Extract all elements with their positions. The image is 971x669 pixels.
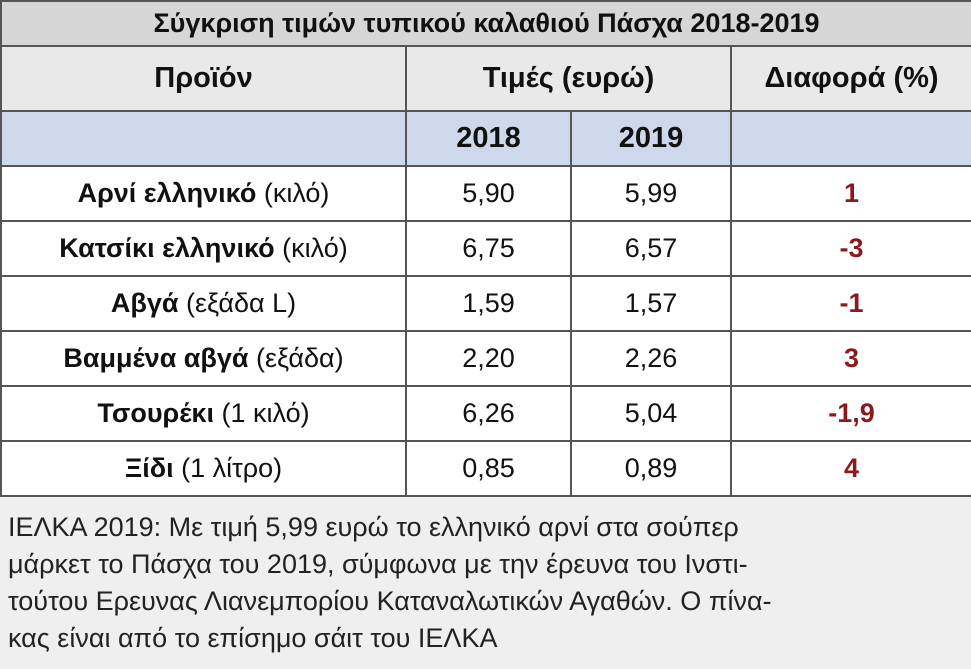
price-table: Σύγκριση τιμών τυπικού καλαθιού Πάσχα 20…: [0, 0, 971, 497]
diff-cell: -1,9: [730, 385, 971, 442]
subheader-row: 2018 2019: [0, 110, 971, 167]
data-row: Αβγά (εξάδα L) 1,59 1,57 -1: [0, 275, 971, 332]
product-unit: (1 κιλό): [221, 398, 310, 428]
price-2019: 1,57: [570, 275, 732, 332]
table-body: Σύγκριση τιμών τυπικού καλαθιού Πάσχα 20…: [0, 0, 971, 497]
price-2019: 0,89: [570, 440, 732, 497]
price-2019: 6,57: [570, 220, 732, 277]
data-row: Κατσίκι ελληνικό (κιλό) 6,75 6,57 -3: [0, 220, 971, 277]
product-unit: (1 λίτρο): [181, 453, 283, 483]
title-row: Σύγκριση τιμών τυπικού καλαθιού Πάσχα 20…: [0, 0, 971, 47]
caption-line: ΙΕΛΚΑ 2019: Με τιμή 5,99 ευρώ το ελληνικ…: [8, 512, 739, 542]
product-name: Ξίδι: [124, 453, 174, 483]
product-cell: Αρνί ελληνικό (κιλό): [0, 165, 407, 222]
product-name: Βαμμένα αβγά: [63, 343, 249, 373]
product-cell: Αβγά (εξάδα L): [0, 275, 407, 332]
product-cell: Τσουρέκι (1 κιλό): [0, 385, 407, 442]
diff-cell: -3: [730, 220, 971, 277]
data-row: Αρνί ελληνικό (κιλό) 5,90 5,99 1: [0, 165, 971, 222]
header-cell: Διαφορά (%): [730, 45, 971, 112]
product-cell: Βαμμένα αβγά (εξάδα): [0, 330, 407, 387]
price-2018: 2,20: [405, 330, 572, 387]
caption-line: μάρκετ το Πάσχα του 2019, σύμφωνα με την…: [8, 549, 748, 579]
product-unit: (κιλό): [263, 178, 330, 208]
header-cell: Προϊόν: [0, 45, 407, 112]
caption-line: κας είναι από το επίσημο σάιτ του ΙΕΛΚΑ: [8, 623, 498, 653]
header-row: Προϊόν Τιμές (ευρώ) Διαφορά (%): [0, 45, 971, 112]
price-2018: 6,26: [405, 385, 572, 442]
product-name: Τσουρέκι: [97, 398, 214, 428]
price-2019: 2,26: [570, 330, 732, 387]
subheader-cell: 2018: [405, 110, 572, 167]
subheader-cell: [0, 110, 407, 167]
subheader-cell: 2019: [570, 110, 732, 167]
diff-cell: -1: [730, 275, 971, 332]
product-name: Αρνί ελληνικό: [77, 178, 257, 208]
diff-cell: 1: [730, 165, 971, 222]
caption-line: τούτου Ερευνας Λιανεμπορίου Καταναλωτικώ…: [8, 586, 772, 616]
price-2018: 0,85: [405, 440, 572, 497]
product-cell: Κατσίκι ελληνικό (κιλό): [0, 220, 407, 277]
price-2018: 6,75: [405, 220, 572, 277]
product-name: Αβγά: [110, 288, 179, 318]
diff-cell: 4: [730, 440, 971, 497]
price-2019: 5,04: [570, 385, 732, 442]
product-name: Κατσίκι ελληνικό: [59, 233, 275, 263]
product-unit: (κιλό): [282, 233, 348, 263]
price-2018: 1,59: [405, 275, 572, 332]
data-row: Βαμμένα αβγά (εξάδα) 2,20 2,26 3: [0, 330, 971, 387]
caption: ΙΕΛΚΑ 2019: Με τιμή 5,99 ευρώ το ελληνικ…: [0, 497, 971, 669]
header-cell: Τιμές (ευρώ): [405, 45, 732, 112]
product-unit: (εξάδα L): [185, 288, 297, 318]
table-title: Σύγκριση τιμών τυπικού καλαθιού Πάσχα 20…: [0, 0, 971, 47]
product-unit: (εξάδα): [256, 343, 344, 373]
subheader-cell: [730, 110, 971, 167]
data-row: Τσουρέκι (1 κιλό) 6,26 5,04 -1,9: [0, 385, 971, 442]
price-2018: 5,90: [405, 165, 572, 222]
data-row: Ξίδι (1 λίτρο) 0,85 0,89 4: [0, 440, 971, 497]
product-cell: Ξίδι (1 λίτρο): [0, 440, 407, 497]
price-2019: 5,99: [570, 165, 732, 222]
diff-cell: 3: [730, 330, 971, 387]
